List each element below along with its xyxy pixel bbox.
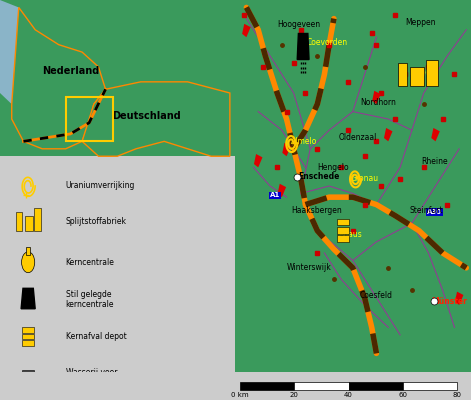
Text: Ahaus: Ahaus [339,230,362,239]
Bar [409,67,424,86]
Bar [22,340,34,346]
Text: Steinfurt: Steinfurt [409,206,443,215]
Bar [22,334,34,339]
Text: 20: 20 [290,392,299,398]
Polygon shape [372,91,381,104]
Text: Lingen: Lingen [409,68,435,77]
Polygon shape [242,24,251,37]
Text: Enschede: Enschede [299,172,340,181]
Text: Coevorden: Coevorden [307,38,348,47]
Text: Splijtstoffabriek: Splijtstoffabriek [65,217,127,226]
Polygon shape [0,0,65,119]
Polygon shape [82,82,230,156]
Polygon shape [282,143,291,156]
Bar [34,208,41,231]
Text: Deutschland: Deutschland [113,111,181,121]
Text: A30: A30 [427,209,442,215]
Text: Kernafval depot: Kernafval depot [65,332,126,341]
Bar [398,63,407,86]
Text: Kerncentrale: Kerncentrale [65,258,114,267]
Text: Nordhorn: Nordhorn [360,98,396,107]
Bar [65,97,113,141]
Bar [24,216,33,231]
Text: Haaksbergen: Haaksbergen [291,206,342,215]
Bar [337,227,349,234]
Bar [403,382,457,390]
Polygon shape [21,288,35,309]
Text: Winterswijk: Winterswijk [286,263,331,272]
Text: Uraniumverrijking: Uraniumverrijking [65,182,135,190]
Text: 40: 40 [344,392,353,398]
Bar [426,60,438,86]
Polygon shape [297,34,309,60]
Text: Stil gelegde
kerncentrale: Stil gelegde kerncentrale [65,290,114,309]
Text: Münster: Münster [431,297,467,306]
Text: Gronau: Gronau [350,174,379,183]
Bar [349,382,403,390]
Text: Hengelo: Hengelo [317,163,349,172]
Text: A1: A1 [269,192,280,198]
Text: Meppen: Meppen [405,18,435,27]
Text: Hoogeveen: Hoogeveen [277,20,320,29]
Polygon shape [384,128,392,141]
Text: Almelo: Almelo [291,137,317,146]
Text: Oldenzaal: Oldenzaal [339,133,377,142]
Bar [16,212,22,231]
Polygon shape [431,128,440,141]
Polygon shape [277,184,286,197]
Bar [294,382,349,390]
Bar [22,327,34,332]
Text: Coesfeld: Coesfeld [360,291,393,300]
Polygon shape [12,8,106,149]
Polygon shape [254,154,262,167]
Polygon shape [455,292,463,305]
Text: Wasserij voor
nucleair besmette
kleding: Wasserij voor nucleair besmette kleding [65,368,136,398]
Text: 80: 80 [452,392,462,398]
Bar [240,382,294,390]
Bar [0,0,235,156]
Text: Rheine: Rheine [422,157,448,166]
Circle shape [22,252,35,273]
Text: 0 km: 0 km [231,392,249,398]
Text: Nederland: Nederland [42,66,99,76]
Bar [337,219,349,226]
Bar [22,370,34,380]
Bar [26,247,31,255]
Text: 60: 60 [398,392,407,398]
Bar [337,235,349,242]
